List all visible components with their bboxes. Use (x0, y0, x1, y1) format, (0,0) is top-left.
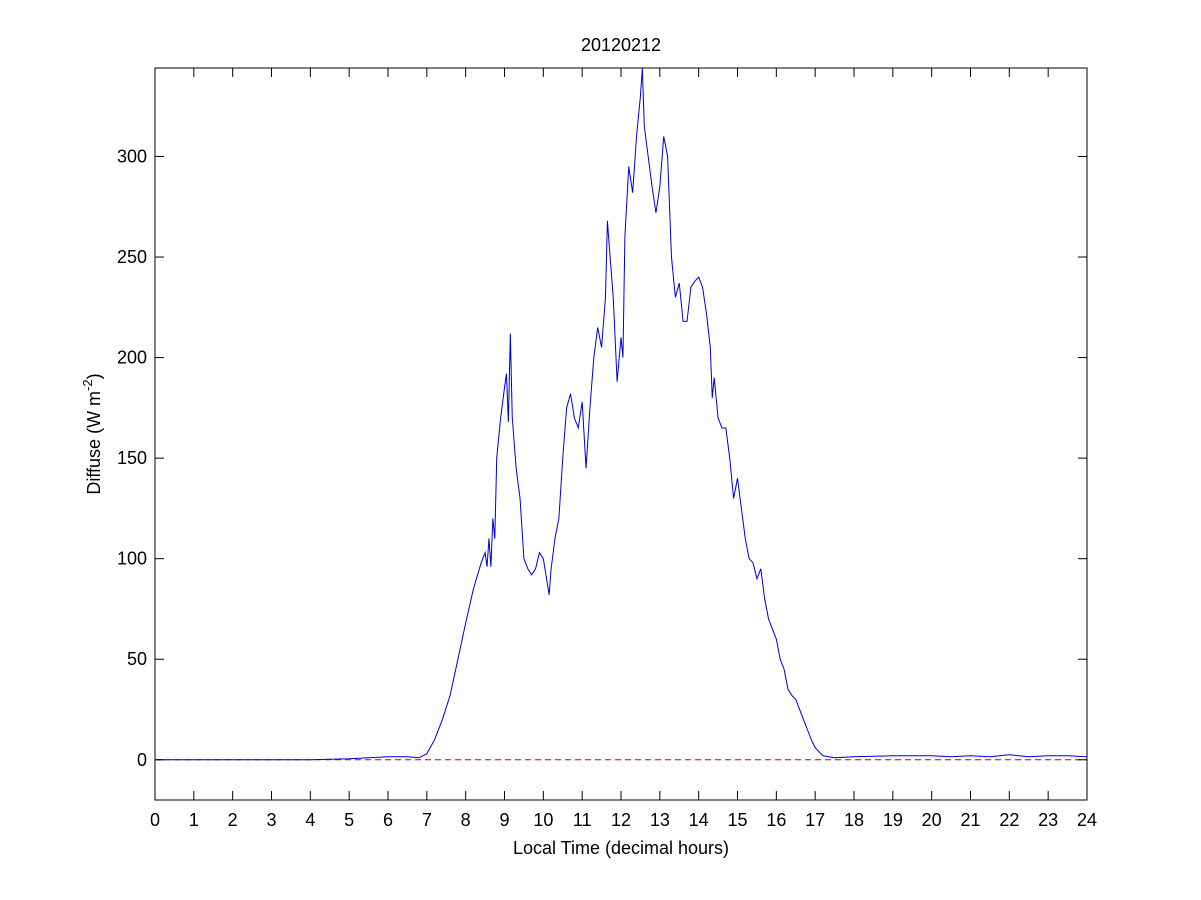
x-tick-label: 7 (422, 810, 432, 830)
x-tick-label: 13 (650, 810, 670, 830)
x-tick-label: 1 (189, 810, 199, 830)
x-tick-label: 8 (461, 810, 471, 830)
x-tick-label: 11 (573, 810, 592, 830)
x-tick-label: 2 (228, 810, 238, 830)
x-tick-label: 5 (344, 810, 354, 830)
x-tick-label: 0 (150, 810, 160, 830)
y-label-end: ) (84, 373, 104, 379)
x-tick-label: 3 (266, 810, 276, 830)
x-axis-label: Local Time (decimal hours) (513, 838, 729, 858)
x-tick-label: 9 (499, 810, 509, 830)
y-tick-label: 100 (117, 549, 147, 569)
y-label-text: Diffuse (W m (84, 391, 104, 495)
y-axis-label: Diffuse (W m-2) (80, 373, 104, 494)
x-tick-label: 23 (1038, 810, 1058, 830)
y-tick-label: 150 (117, 448, 147, 468)
x-tick-label: 12 (611, 810, 631, 830)
y-tick-label: 0 (137, 750, 147, 770)
y-tick-label: 300 (117, 146, 147, 166)
y-label-sup: -2 (80, 379, 95, 391)
x-tick-label: 16 (766, 810, 786, 830)
plot-frame (154, 67, 1088, 801)
y-tick-label: 50 (127, 649, 147, 669)
x-tick-label: 6 (383, 810, 393, 830)
y-tick-label: 250 (117, 247, 147, 267)
x-tick-label: 22 (999, 810, 1019, 830)
x-tick-label: 18 (844, 810, 864, 830)
y-tick-label: 200 (117, 348, 147, 368)
data-line (155, 67, 1088, 761)
x-tick-label: 24 (1077, 810, 1097, 830)
x-tick-label: 10 (533, 810, 553, 830)
x-tick-label: 14 (689, 810, 709, 830)
x-tick-label: 20 (922, 810, 942, 830)
x-tick-label: 4 (305, 810, 315, 830)
x-tick-label: 17 (805, 810, 825, 830)
x-tick-label: 15 (727, 810, 747, 830)
chart-title: 20120212 (581, 35, 661, 55)
x-tick-label: 19 (883, 810, 903, 830)
x-tick-label: 21 (960, 810, 980, 830)
